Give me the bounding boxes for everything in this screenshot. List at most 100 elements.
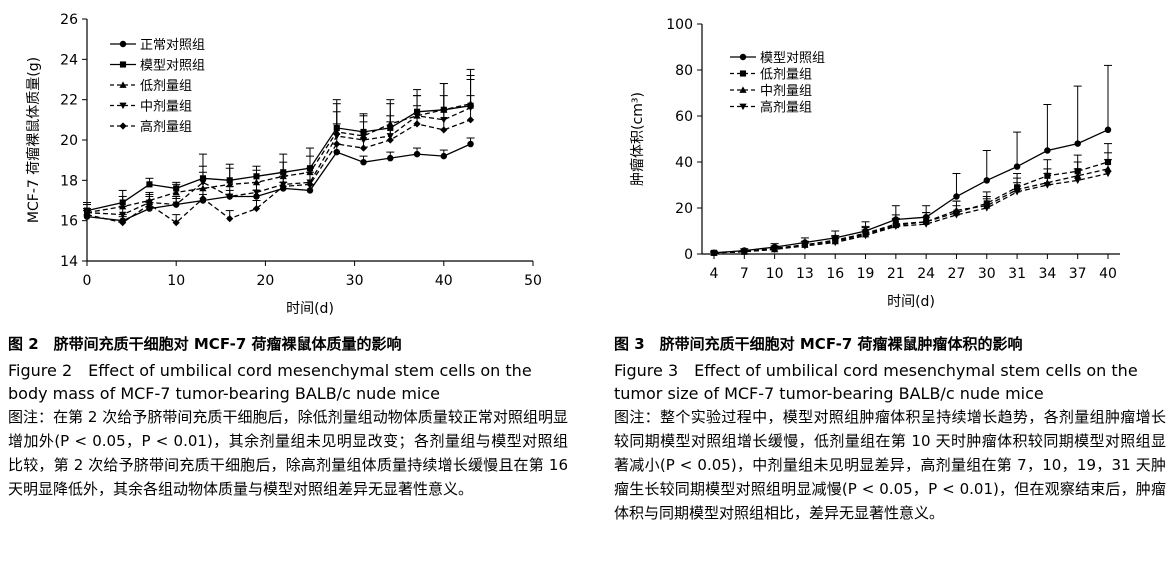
x-tick-label: 10 [167,273,185,289]
legend-marker [119,61,127,68]
figure2-note: 图注：在第 2 次给予脐带间充质干细胞后，除低剂量组动物体质量较正常对照组明显增… [8,408,568,498]
data-point [771,246,779,253]
legend-marker [739,86,747,93]
data-point [861,232,870,240]
data-point [199,179,207,186]
data-point [740,248,748,256]
y-tick-label: 60 [675,109,693,125]
series-3 [710,152,1112,256]
body-mass-chart: 14 16 18 20 22 24 26 0 10 20 30 40 50 时间(d) MCF-7 荷瘤裸鼠… [25,12,542,317]
figure3-zh-title: 图 3 脐带间充质干细胞对 MCF-7 荷瘤裸鼠肿瘤体积的影响 [614,335,1023,353]
data-point [1074,177,1082,184]
x-axis-label: 时间(d) [887,294,935,310]
series-line [713,172,1109,254]
data-point [252,189,261,197]
x-tick-label: 27 [948,266,966,282]
data-point [83,211,91,219]
data-point [226,215,234,223]
x-tick-label: 40 [1099,266,1117,282]
data-point [983,177,991,184]
series-line [86,119,471,224]
data-point [413,150,421,158]
legend-label: 高剂量组 [760,100,812,116]
data-point [1044,147,1051,154]
x-tick-label: 31 [1008,266,1026,282]
figure3-note: 图注：整个实验过程中，模型对照组肿瘤体积呈持续增长趋势，各剂量组肿瘤增长较同期模… [614,408,1166,522]
x-tick-label: 40 [435,273,453,289]
x-tick-label: 7 [740,266,749,282]
data-point [952,212,961,219]
data-point [1074,140,1081,147]
data-point [146,205,153,212]
data-point [306,180,314,188]
data-point [386,136,394,144]
data-point [146,181,153,188]
data-point [1013,163,1021,170]
data-point [1013,189,1021,196]
legend-label: 中剂量组 [140,100,192,115]
series-line [713,161,1109,254]
data-point [360,158,367,166]
y-tick-label: 14 [60,254,78,270]
data-point [953,193,960,200]
x-tick-label: 4 [710,266,719,282]
x-axis-label: 时间(d) [286,301,334,317]
series-line [713,129,1109,254]
data-point [710,249,718,257]
x-tick-label: 50 [524,273,542,289]
figure2-caption: 图 2 脐带间充质干细胞对 MCF-7 荷瘤裸鼠体质量的影响 Figure 2 … [8,332,568,501]
y-tick-label: 40 [675,155,693,171]
data-point [172,188,180,196]
x-tick-label: 37 [1069,266,1087,282]
data-point [252,204,261,213]
y-tick-label: 0 [684,247,693,263]
x-tick-label: 16 [826,266,844,282]
legend-label: 高剂量组 [140,119,192,135]
y-axis-label: 肿瘤体积(cm³) [629,92,646,186]
figure3-caption: 图 3 脐带间充质干细胞对 MCF-7 荷瘤裸鼠肿瘤体积的影响 Figure 3… [614,332,1166,525]
legend-marker [119,40,127,48]
series-5 [83,95,475,227]
tumor-volume-chart: 0 20 40 60 80 100 4 7 10 13 16 19 21 24 27 30 31 34 37 40 时间… [629,17,1120,310]
y-axis-label: MCF-7 荷瘤裸鼠体质量(g) [25,57,42,223]
x-tick-label: 10 [766,266,784,282]
data-point [199,194,207,203]
x-tick-label: 34 [1038,266,1056,282]
y-tick-label: 20 [675,201,693,217]
y-tick-label: 18 [60,173,78,189]
data-point [226,180,234,188]
series-4 [710,159,1112,257]
x-tick-label: 20 [256,273,274,289]
y-tick-label: 20 [60,133,78,149]
data-point [333,148,341,156]
figure2-en-title: Figure 2 Effect of umbilical cord mesenc… [8,361,532,403]
series-line [86,103,471,214]
data-point [279,182,287,190]
data-point [983,205,991,212]
data-point [922,221,930,228]
x-tick-label: 30 [346,273,364,289]
data-point [119,219,127,227]
series-line [713,168,1109,254]
y-tick-label: 26 [60,12,78,28]
legend-label: 正常对照组 [140,38,205,53]
x-tick-label: 21 [887,266,905,282]
data-point [440,126,448,134]
data-point [1104,126,1112,134]
data-point [333,140,341,148]
legend-label: 低剂量组 [760,68,812,83]
legend-label: 模型对照组 [760,51,825,66]
series-2 [710,143,1112,256]
data-point [226,193,234,201]
legend-marker [119,81,127,88]
data-point [440,152,448,160]
data-point [831,239,839,247]
data-point [413,120,421,128]
data-point [172,201,180,209]
figure3-en-title: Figure 3 Effect of umbilical cord mesenc… [614,361,1138,403]
legend-marker [739,103,747,111]
figure2-zh-title: 图 2 脐带间充质干细胞对 MCF-7 荷瘤裸鼠体质量的影响 [8,335,402,353]
legend-marker [739,70,747,77]
